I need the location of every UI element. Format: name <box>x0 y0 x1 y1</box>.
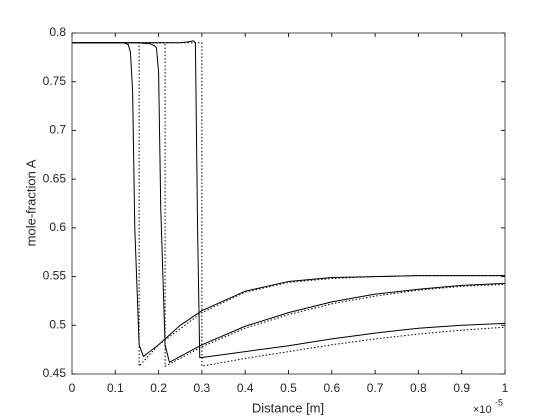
x-tick-label: 0.3 <box>194 381 211 395</box>
x-tick-label: 0.8 <box>410 381 427 395</box>
x-tick-label: 1 <box>502 381 509 395</box>
plot-frame <box>71 32 506 375</box>
line <box>72 42 505 358</box>
x-tick-label: 0.9 <box>453 381 470 395</box>
y-tick-label: 0.65 <box>43 171 67 185</box>
y-tick-label: 0.7 <box>49 123 66 137</box>
line <box>72 42 506 364</box>
y-tick-label: 0.6 <box>49 220 66 234</box>
x-tick-label: 0.6 <box>323 381 340 395</box>
y-tick-label: 0.55 <box>43 269 67 283</box>
dotted-line <box>72 42 506 368</box>
y-tick-label: 0.5 <box>49 317 66 331</box>
x-axis-label: Distance [m] <box>252 400 324 415</box>
x-exponent-base: ×10 <box>473 404 492 416</box>
line <box>72 40 506 358</box>
y-tick-label: 0.75 <box>43 74 67 88</box>
y-axis-label: mole-fraction A <box>23 159 38 246</box>
dotted-line <box>72 42 505 368</box>
x-tick-label: 0 <box>69 381 76 395</box>
x-tick-label: 0.4 <box>237 381 254 395</box>
y-tick-label: 0.45 <box>43 366 67 380</box>
x-exponent-power: -5 <box>495 397 503 407</box>
x-tick-label: 0.7 <box>367 381 384 395</box>
x-tick-label: 0.5 <box>280 381 297 395</box>
dotted-line <box>72 42 506 367</box>
x-tick-label: 0.1 <box>107 381 124 395</box>
y-tick-label: 0.8 <box>49 25 66 39</box>
x-tick-label: 0.2 <box>150 381 167 395</box>
